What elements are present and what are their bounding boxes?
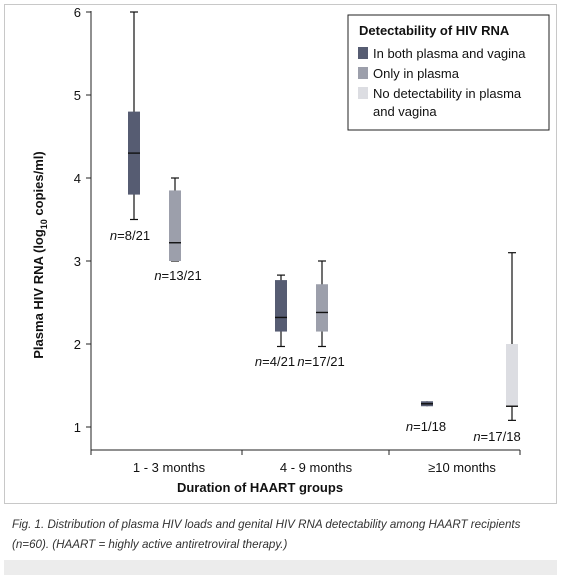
legend-label-none-line2: and vagina xyxy=(373,104,437,119)
y-tick-label: 6 xyxy=(74,5,81,20)
box-body xyxy=(506,344,518,407)
n-label-italic: n xyxy=(110,228,117,243)
n-label-italic: n xyxy=(473,429,480,444)
n-label-value: =4/21 xyxy=(262,354,295,369)
n-label-value: =17/21 xyxy=(305,354,345,369)
box-item xyxy=(169,177,181,262)
legend-swatch-plasma xyxy=(358,67,368,79)
legend-label-both: In both plasma and vagina xyxy=(373,46,526,61)
box-item xyxy=(275,274,287,348)
x-tick-label: ≥10 months xyxy=(428,460,496,475)
legend-label-plasma: Only in plasma xyxy=(373,66,460,81)
n-labels-layer: n=8/21n=13/21n=4/21 n=17/21n=1/18n=17/18 xyxy=(110,228,521,444)
y-tick-label: 5 xyxy=(74,88,81,103)
y-axis-label-main: Plasma HIV RNA (log xyxy=(31,229,46,359)
n-label: n=13/21 xyxy=(154,268,201,283)
n-label-value: =13/21 xyxy=(162,268,202,283)
box-body xyxy=(275,280,287,332)
legend-swatch-both xyxy=(358,47,368,59)
n-label-italic: n xyxy=(154,268,161,283)
y-tick-label: 3 xyxy=(74,254,81,269)
n-label-italic: n xyxy=(255,354,262,369)
box-body xyxy=(316,284,328,332)
box-item xyxy=(506,252,518,421)
y-axis-label: Plasma HIV RNA (log10 copies/ml) xyxy=(31,151,49,358)
legend-label-none: No detectability in plasma xyxy=(373,86,522,101)
x-axis-label: Duration of HAART groups xyxy=(177,480,343,495)
n-label: n=8/21 xyxy=(110,228,150,243)
y-axis-label-tail: copies/ml) xyxy=(31,151,46,219)
n-label-value: =8/21 xyxy=(117,228,150,243)
n-label-italic: n xyxy=(406,419,413,434)
box-body xyxy=(169,190,181,261)
legend: Detectability of HIV RNA In both plasma … xyxy=(347,14,550,131)
y-tick-label: 2 xyxy=(74,337,81,352)
box-item xyxy=(128,11,140,221)
y-tick-label: 1 xyxy=(74,420,81,435)
legend-swatch-none xyxy=(358,87,368,99)
boxes-layer xyxy=(128,11,518,421)
n-label-value: =1/18 xyxy=(413,419,446,434)
legend-title: Detectability of HIV RNA xyxy=(359,23,510,38)
figure-caption: Fig. 1. Distribution of plasma HIV loads… xyxy=(12,518,521,551)
axes: 1 2 3 4 5 6 1 - 3 months 4 - 9 months ≥10 months xyxy=(74,5,521,475)
box-plot-chart: 1 2 3 4 5 6 1 - 3 months 4 - 9 months ≥10 months… xyxy=(31,5,550,495)
figure-frame: 1 2 3 4 5 6 1 - 3 months 4 - 9 months ≥10 months… xyxy=(4,4,557,504)
box-item xyxy=(316,260,328,348)
x-tick-label: 1 - 3 months xyxy=(133,460,206,475)
y-axis-label-subscript: 10 xyxy=(39,219,49,229)
y-tick-label: 4 xyxy=(74,171,81,186)
x-tick-label: 4 - 9 months xyxy=(280,460,353,475)
n-label: n=4/21 xyxy=(255,354,295,369)
n-label: n=17/21 xyxy=(297,354,344,369)
n-label: n=17/18 xyxy=(473,429,520,444)
n-label-value: =17/18 xyxy=(481,429,521,444)
n-label: n=1/18 xyxy=(406,419,446,434)
footer-band xyxy=(4,560,557,575)
n-label-italic: n xyxy=(297,354,304,369)
legend-box xyxy=(347,14,550,131)
box-item xyxy=(421,401,433,407)
